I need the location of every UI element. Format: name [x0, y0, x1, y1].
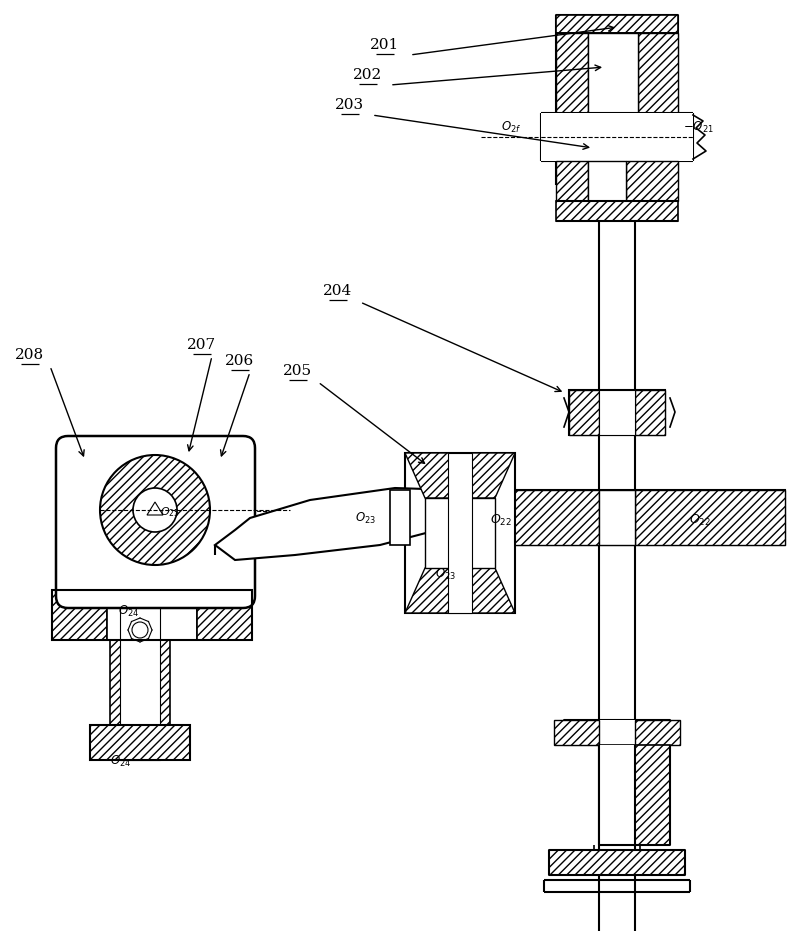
Bar	[541, 113, 693, 161]
Bar	[197, 590, 252, 640]
Bar	[554, 720, 599, 745]
Bar	[90, 725, 190, 760]
Text: $-O_{21}$: $-O_{21}$	[683, 120, 714, 135]
Bar	[635, 490, 785, 545]
Bar	[599, 720, 635, 745]
Bar	[635, 720, 680, 745]
Polygon shape	[147, 502, 163, 515]
Bar	[52, 590, 252, 640]
Text: $O_{22}$: $O_{22}$	[689, 512, 711, 528]
Text: 204: 204	[323, 284, 353, 298]
Bar	[599, 490, 635, 545]
Bar	[599, 745, 635, 845]
Bar	[569, 390, 665, 435]
Bar	[52, 590, 107, 640]
Bar	[425, 498, 495, 568]
Text: $O_{22}$: $O_{22}$	[490, 512, 512, 528]
Bar	[107, 590, 197, 640]
Text: 207: 207	[187, 338, 217, 352]
Bar	[638, 33, 678, 113]
Bar	[599, 745, 670, 845]
Text: $O_{25}$: $O_{25}$	[160, 505, 180, 519]
Text: $O_{24}$: $O_{24}$	[118, 604, 139, 619]
Circle shape	[462, 473, 472, 483]
Bar	[635, 390, 665, 435]
Bar	[120, 570, 160, 760]
Text: 201: 201	[370, 38, 400, 52]
Bar	[556, 33, 588, 113]
Circle shape	[132, 622, 148, 638]
Bar	[390, 490, 410, 545]
Text: 203: 203	[335, 98, 365, 112]
Polygon shape	[405, 568, 515, 613]
Bar	[599, 390, 635, 435]
Bar	[455, 490, 785, 545]
Text: $O_{23}$: $O_{23}$	[355, 511, 376, 526]
Bar	[569, 390, 599, 435]
Bar	[588, 161, 626, 201]
Circle shape	[100, 455, 210, 565]
Text: 202: 202	[354, 68, 382, 82]
Text: 208: 208	[15, 348, 45, 362]
Bar	[556, 201, 678, 221]
Text: $O_{24}$: $O_{24}$	[110, 754, 131, 769]
Polygon shape	[215, 488, 470, 560]
Bar	[405, 453, 515, 613]
Bar	[549, 850, 685, 875]
Text: 206: 206	[226, 354, 254, 368]
FancyBboxPatch shape	[56, 436, 255, 608]
Bar	[556, 161, 588, 201]
Circle shape	[133, 488, 177, 532]
Text: $O_{2f}$: $O_{2f}$	[501, 120, 522, 135]
Bar	[564, 720, 670, 745]
Bar	[588, 33, 638, 113]
Circle shape	[462, 550, 472, 560]
Polygon shape	[405, 453, 515, 498]
Bar	[110, 570, 170, 760]
Bar	[448, 453, 472, 613]
Text: $O_{23}$: $O_{23}$	[435, 567, 456, 582]
Text: 205: 205	[283, 364, 313, 378]
Bar	[90, 725, 190, 760]
Bar	[455, 490, 599, 545]
Bar	[556, 15, 678, 33]
Bar	[626, 161, 678, 201]
